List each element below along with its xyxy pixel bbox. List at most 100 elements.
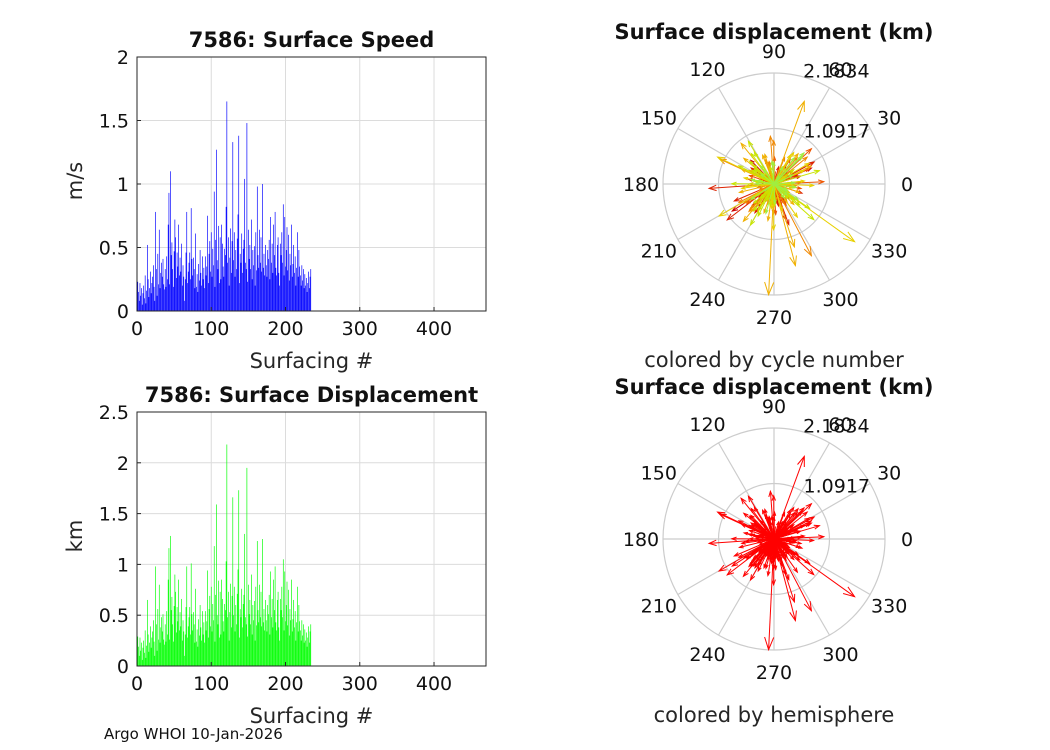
arrow-head — [779, 561, 783, 568]
arrow-head — [789, 610, 797, 623]
bar — [189, 252, 191, 311]
arrow-head — [783, 186, 789, 191]
bar — [242, 272, 243, 311]
bar — [283, 275, 285, 311]
arrow — [739, 183, 775, 193]
arrow-head — [783, 546, 789, 552]
bar — [149, 288, 150, 311]
bar — [254, 640, 256, 666]
bar — [140, 650, 142, 666]
bar — [187, 283, 188, 311]
arrow-head — [808, 538, 816, 543]
bar — [260, 237, 262, 311]
arrow-head — [779, 165, 784, 171]
arrow-head — [795, 189, 801, 193]
arrow-head — [749, 533, 756, 538]
bar — [256, 625, 257, 666]
bar — [139, 283, 141, 311]
bar — [229, 612, 231, 666]
arrow-head — [726, 568, 735, 576]
bar — [218, 225, 220, 311]
arrow-head — [793, 212, 799, 219]
bar — [279, 243, 281, 311]
arrow-head — [783, 191, 789, 197]
bar — [151, 637, 153, 666]
polar-angle-label: 240 — [689, 644, 725, 666]
bar — [295, 285, 297, 311]
bar — [199, 250, 201, 311]
polar-angle-label: 120 — [689, 59, 725, 81]
bar — [202, 611, 203, 666]
bar — [275, 622, 277, 666]
arrow — [773, 538, 796, 621]
arrow — [738, 165, 775, 185]
bar — [230, 272, 232, 311]
bar — [183, 631, 185, 666]
bar — [200, 627, 202, 666]
arrow — [757, 538, 775, 566]
bar — [191, 614, 193, 666]
arrow-head — [784, 194, 790, 200]
bar — [300, 630, 301, 666]
bar — [294, 256, 296, 311]
y-tick-label: 2 — [117, 47, 129, 69]
bar — [186, 566, 188, 666]
bar — [293, 244, 295, 311]
bar — [275, 267, 277, 311]
bar — [244, 533, 246, 666]
bar — [278, 272, 280, 311]
arrow-head — [807, 568, 815, 576]
bar — [277, 244, 278, 311]
bar — [291, 631, 293, 666]
bar — [230, 228, 231, 311]
bars — [137, 444, 312, 666]
bar — [166, 256, 168, 311]
bar — [155, 269, 157, 311]
arrow-head — [748, 175, 754, 179]
polar-radius-label: 2.1834 — [803, 415, 869, 437]
bar — [248, 584, 249, 666]
chart-polar-hemisphere: 0 30 60 90 120 150 180 210 240 270 300 330 1.0917 2.1… — [614, 375, 933, 727]
arrow-head — [768, 202, 773, 208]
bar — [174, 219, 176, 311]
bar — [196, 629, 198, 666]
bar — [243, 239, 245, 311]
arrow-head — [762, 153, 766, 160]
bar — [270, 571, 271, 666]
arrow-head — [750, 524, 757, 529]
arrow — [773, 525, 820, 540]
arrow-head — [769, 520, 773, 526]
bar — [309, 631, 311, 666]
bar — [199, 605, 201, 666]
bar — [188, 617, 190, 666]
bar — [292, 264, 294, 311]
arrow-head — [790, 181, 797, 185]
bar — [193, 612, 194, 666]
bar — [176, 277, 177, 311]
arrow — [773, 182, 795, 185]
polar-ring — [717, 482, 831, 596]
bar — [234, 631, 236, 666]
bar — [251, 634, 253, 666]
bar — [147, 599, 148, 666]
y-axis-label: m/s — [63, 162, 87, 200]
footer-credit: Argo WHOI 10-Jan-2026 — [104, 725, 283, 743]
arrow-head — [749, 219, 756, 227]
bar — [154, 300, 156, 311]
chart-title: 7586: Surface Speed — [189, 28, 435, 52]
bar — [308, 626, 309, 666]
arrow-head — [753, 168, 759, 173]
bar — [304, 274, 306, 311]
bar — [233, 232, 235, 311]
arrow-head — [740, 540, 746, 545]
bar — [250, 624, 251, 666]
arrow — [773, 178, 785, 185]
bar — [251, 574, 252, 666]
arrow-head — [793, 507, 800, 514]
bar — [257, 610, 259, 666]
bar — [193, 624, 195, 666]
bar — [233, 615, 234, 666]
arrow-head — [805, 502, 813, 510]
bar — [256, 541, 258, 666]
